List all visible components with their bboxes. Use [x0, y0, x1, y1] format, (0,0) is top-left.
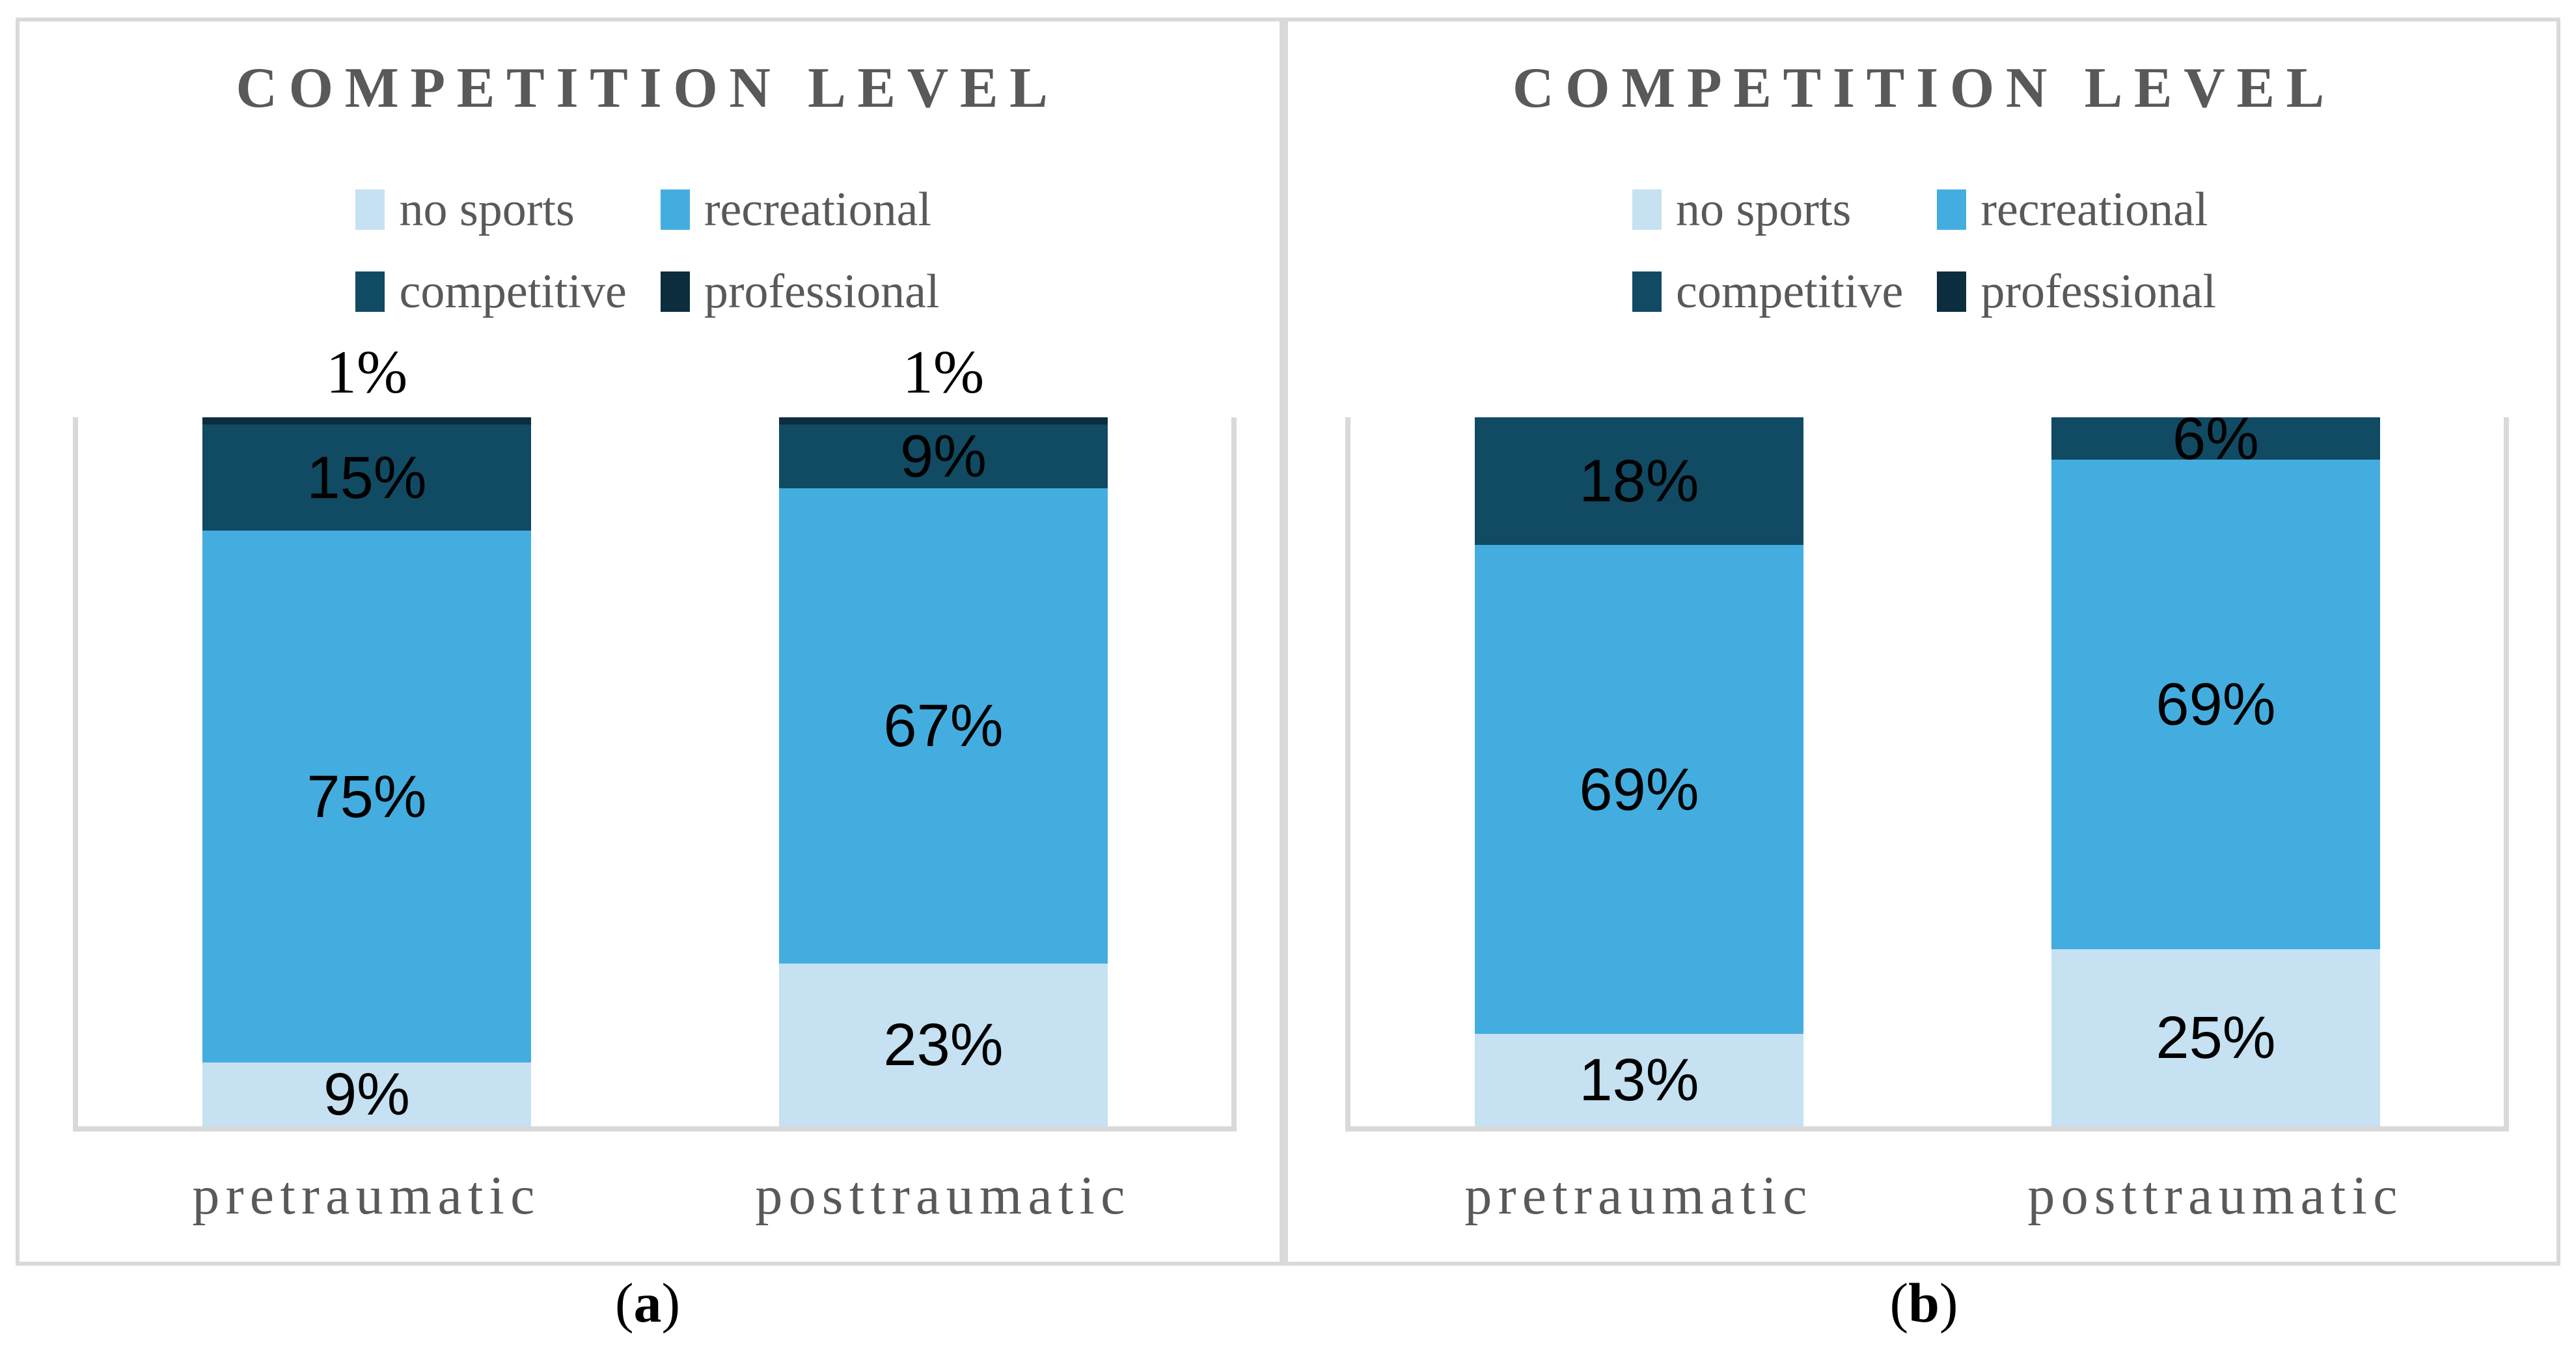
bar-posttraumatic: 1% 9% 67% 23% [779, 342, 1108, 1126]
legend-swatch-professional [660, 271, 690, 312]
caption-letter: a [633, 1271, 662, 1334]
panel-b: COMPETITION LEVEL no sports recreational… [1288, 18, 2560, 1265]
data-label-recreational: 69% [2156, 671, 2276, 738]
data-label-no-sports: 25% [2156, 1004, 2276, 1071]
legend-item-no-sports: no sports [355, 186, 626, 234]
data-label-recreational: 75% [307, 763, 427, 830]
data-label-recreational: 67% [883, 692, 1004, 759]
legend-swatch-no-sports [1632, 189, 1662, 230]
data-label-professional: 1% [902, 339, 985, 406]
legend-swatch-competitive [1632, 271, 1662, 312]
segment-recreational: 67% [779, 488, 1108, 964]
caption-letter: b [1908, 1271, 1939, 1334]
legend-swatch-no-sports [355, 189, 385, 230]
data-label-competitive: 18% [1579, 448, 1699, 514]
legend-item-no-sports: no sports [1632, 186, 1903, 234]
legend-label: no sports [399, 183, 575, 236]
legend-item-competitive: competitive [1632, 268, 1903, 316]
bar-pretraumatic: 18% 69% 13% [1475, 417, 1803, 1126]
segment-competitive: 6% [2051, 409, 2380, 469]
segment-professional: 1% [779, 342, 1108, 424]
segment-recreational: 69% [1475, 545, 1803, 1035]
legend-item-competitive: competitive [355, 265, 627, 318]
legend-label: recreational [1980, 183, 2208, 236]
legend-swatch-recreational [660, 189, 690, 230]
category-label-pretraumatic: pretraumatic [192, 1165, 541, 1226]
legend: no sports recreational competitive profe… [1288, 186, 2560, 316]
panel-divider [1280, 18, 1288, 1266]
segment-no-sports: 25% [2051, 949, 2380, 1126]
panel-caption-a: (a) [614, 1271, 681, 1334]
legend-swatch-professional [1937, 271, 1967, 312]
legend-item-professional: professional [1937, 268, 2216, 316]
legend-item-recreational: recreational [1937, 186, 2216, 234]
segment-recreational: 75% [202, 531, 531, 1062]
chart-title: COMPETITION LEVEL [1513, 57, 2336, 120]
segment-no-sports: 23% [779, 963, 1108, 1126]
bar-pretraumatic: 1% 15% 75% 9% [202, 342, 531, 1126]
data-label-competitive: 6% [2172, 405, 2259, 472]
category-label-posttraumatic: posttraumatic [2027, 1165, 2404, 1226]
legend-label: professional [704, 265, 940, 318]
legend-item-recreational: recreational [660, 183, 940, 236]
panel-a: COMPETITION LEVEL no sports recreational… [16, 18, 1280, 1265]
segment-competitive: 15% [202, 424, 531, 531]
segment-competitive: 9% [779, 424, 1108, 488]
plot-area: 18% 69% 13% 6% 69% 25% [1345, 409, 2509, 1132]
category-label-pretraumatic: pretraumatic [1464, 1165, 1813, 1226]
category-label-posttraumatic: posttraumatic [755, 1165, 1131, 1226]
bar-posttraumatic: 6% 69% 25% [2051, 409, 2380, 1126]
segment-professional: 1% [202, 342, 531, 424]
data-label-professional: 1% [325, 339, 408, 406]
plot-area: 1% 15% 75% 9% 1% 9% 67% 23% [73, 342, 1237, 1132]
chart-title: COMPETITION LEVEL [236, 57, 1060, 120]
legend-label: competitive [399, 265, 627, 318]
segment-competitive: 18% [1475, 417, 1803, 546]
legend: no sports recreational competitive profe… [16, 186, 1280, 316]
category-axis: pretraumatic posttraumatic [78, 1169, 1231, 1223]
data-label-no-sports: 13% [1579, 1047, 1699, 1114]
legend-label: competitive [1675, 265, 1904, 318]
category-axis: pretraumatic posttraumatic [1350, 1169, 2504, 1223]
data-label-no-sports: 23% [883, 1011, 1004, 1078]
segment-recreational: 69% [2051, 460, 2380, 949]
legend-label: recreational [704, 183, 931, 236]
data-label-competitive: 9% [900, 423, 987, 490]
panel-caption-b: (b) [1889, 1271, 1958, 1334]
legend-label: no sports [1675, 183, 1852, 236]
data-label-recreational: 69% [1579, 756, 1699, 823]
legend-swatch-competitive [355, 271, 385, 312]
data-label-competitive: 15% [307, 444, 427, 511]
legend-swatch-recreational [1937, 189, 1967, 230]
legend-label: professional [1980, 265, 2217, 318]
segment-no-sports: 13% [1475, 1034, 1803, 1126]
segment-no-sports: 9% [202, 1062, 531, 1126]
data-label-no-sports: 9% [323, 1061, 410, 1128]
legend-item-professional: professional [660, 265, 940, 318]
